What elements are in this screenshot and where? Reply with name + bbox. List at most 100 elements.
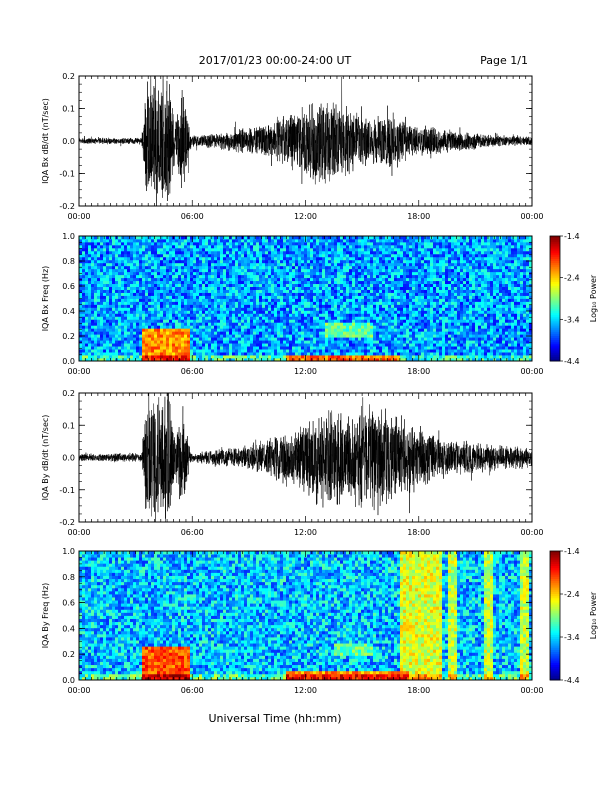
- heat-cell: [136, 358, 140, 362]
- heat-cell: [157, 241, 161, 246]
- heat-cell: [169, 277, 173, 282]
- heat-cell: [247, 271, 251, 276]
- heat-cell: [265, 241, 269, 246]
- heat-cell: [295, 298, 299, 302]
- heat-cell: [313, 325, 317, 329]
- heat-cell: [175, 328, 179, 332]
- heat-cell: [139, 325, 143, 329]
- heat-cell: [220, 349, 224, 353]
- heat-cell: [94, 322, 98, 326]
- heat-cell: [295, 328, 299, 332]
- heat-cell: [289, 236, 293, 240]
- heat-cell: [187, 337, 191, 341]
- heat-cell: [271, 259, 275, 264]
- heat-cell: [178, 343, 182, 347]
- heat-cell: [151, 337, 155, 341]
- heat-cell: [169, 236, 173, 240]
- heat-cell: [403, 331, 407, 335]
- heat-cell: [319, 250, 323, 255]
- heat-cell: [196, 250, 200, 255]
- heat-cell: [283, 259, 287, 264]
- heat-cell: [115, 253, 119, 258]
- heat-cell: [208, 283, 212, 287]
- heat-cell: [136, 331, 140, 335]
- heat-cell: [376, 295, 380, 299]
- heat-cell: [214, 343, 218, 347]
- heat-cell: [316, 304, 320, 308]
- heat-cell: [265, 253, 269, 258]
- heat-cell: [337, 328, 341, 332]
- heat-cell: [202, 343, 206, 347]
- heat-cell: [220, 280, 224, 285]
- heat-cell: [187, 313, 191, 317]
- heat-cell: [337, 316, 341, 320]
- heat-cell: [325, 253, 329, 258]
- heat-cell: [355, 286, 359, 290]
- heat-cell: [298, 304, 302, 308]
- heat-cell: [340, 346, 344, 350]
- heat-cell: [337, 352, 341, 356]
- heat-cell: [406, 295, 410, 299]
- heat-cell: [364, 337, 368, 341]
- heat-cell: [205, 262, 209, 267]
- heat-cell: [295, 343, 299, 347]
- heat-cell: [190, 247, 194, 252]
- heat-cell: [106, 352, 110, 356]
- heat-cell: [283, 253, 287, 258]
- heat-cell: [124, 355, 128, 359]
- heat-cell: [100, 316, 104, 320]
- heat-cell: [124, 247, 128, 252]
- heat-cell: [256, 268, 260, 273]
- heat-cell: [334, 310, 338, 314]
- heat-cell: [328, 265, 332, 270]
- heat-cell: [310, 331, 314, 335]
- heat-cell: [415, 265, 419, 270]
- heat-cell: [412, 346, 416, 350]
- heat-cell: [199, 340, 203, 344]
- heat-cell: [91, 236, 95, 240]
- heat-cell: [244, 319, 248, 323]
- heat-cell: [130, 277, 134, 282]
- heat-cell: [319, 280, 323, 285]
- heat-cell: [259, 328, 263, 332]
- heat-cell: [301, 253, 305, 258]
- heat-cell: [160, 259, 164, 264]
- heat-cell: [106, 277, 110, 282]
- heat-cell: [211, 244, 215, 249]
- heat-cell: [139, 271, 143, 276]
- heat-cell: [379, 292, 383, 296]
- heat-cell: [121, 346, 125, 350]
- heat-cell: [220, 340, 224, 344]
- heat-cell: [112, 265, 116, 270]
- heat-cell: [184, 253, 188, 258]
- heat-cell: [385, 241, 389, 246]
- heat-cell: [157, 328, 161, 332]
- heat-cell: [208, 259, 212, 264]
- heat-cell: [157, 256, 161, 261]
- heat-cell: [397, 316, 401, 320]
- heat-cell: [145, 271, 149, 276]
- heat-cell: [226, 307, 230, 311]
- heat-cell: [286, 268, 290, 273]
- heat-cell: [136, 340, 140, 344]
- heat-cell: [325, 334, 329, 338]
- heat-cell: [397, 349, 401, 353]
- heat-cell: [268, 262, 272, 267]
- heat-cell: [118, 253, 122, 258]
- heat-cell: [91, 307, 95, 311]
- heat-cell: [286, 292, 290, 296]
- heat-cell: [121, 271, 125, 276]
- heat-cell: [253, 316, 257, 320]
- heat-cell: [370, 304, 374, 308]
- heat-cell: [220, 286, 224, 290]
- heat-cell: [214, 328, 218, 332]
- heat-cell: [343, 316, 347, 320]
- heat-cell: [376, 313, 380, 317]
- heat-cell: [235, 253, 239, 258]
- heat-cell: [217, 334, 221, 338]
- heat-cell: [283, 355, 287, 359]
- heat-cell: [298, 236, 302, 240]
- heat-cell: [289, 247, 293, 252]
- heat-cell: [250, 304, 254, 308]
- heat-cell: [196, 259, 200, 264]
